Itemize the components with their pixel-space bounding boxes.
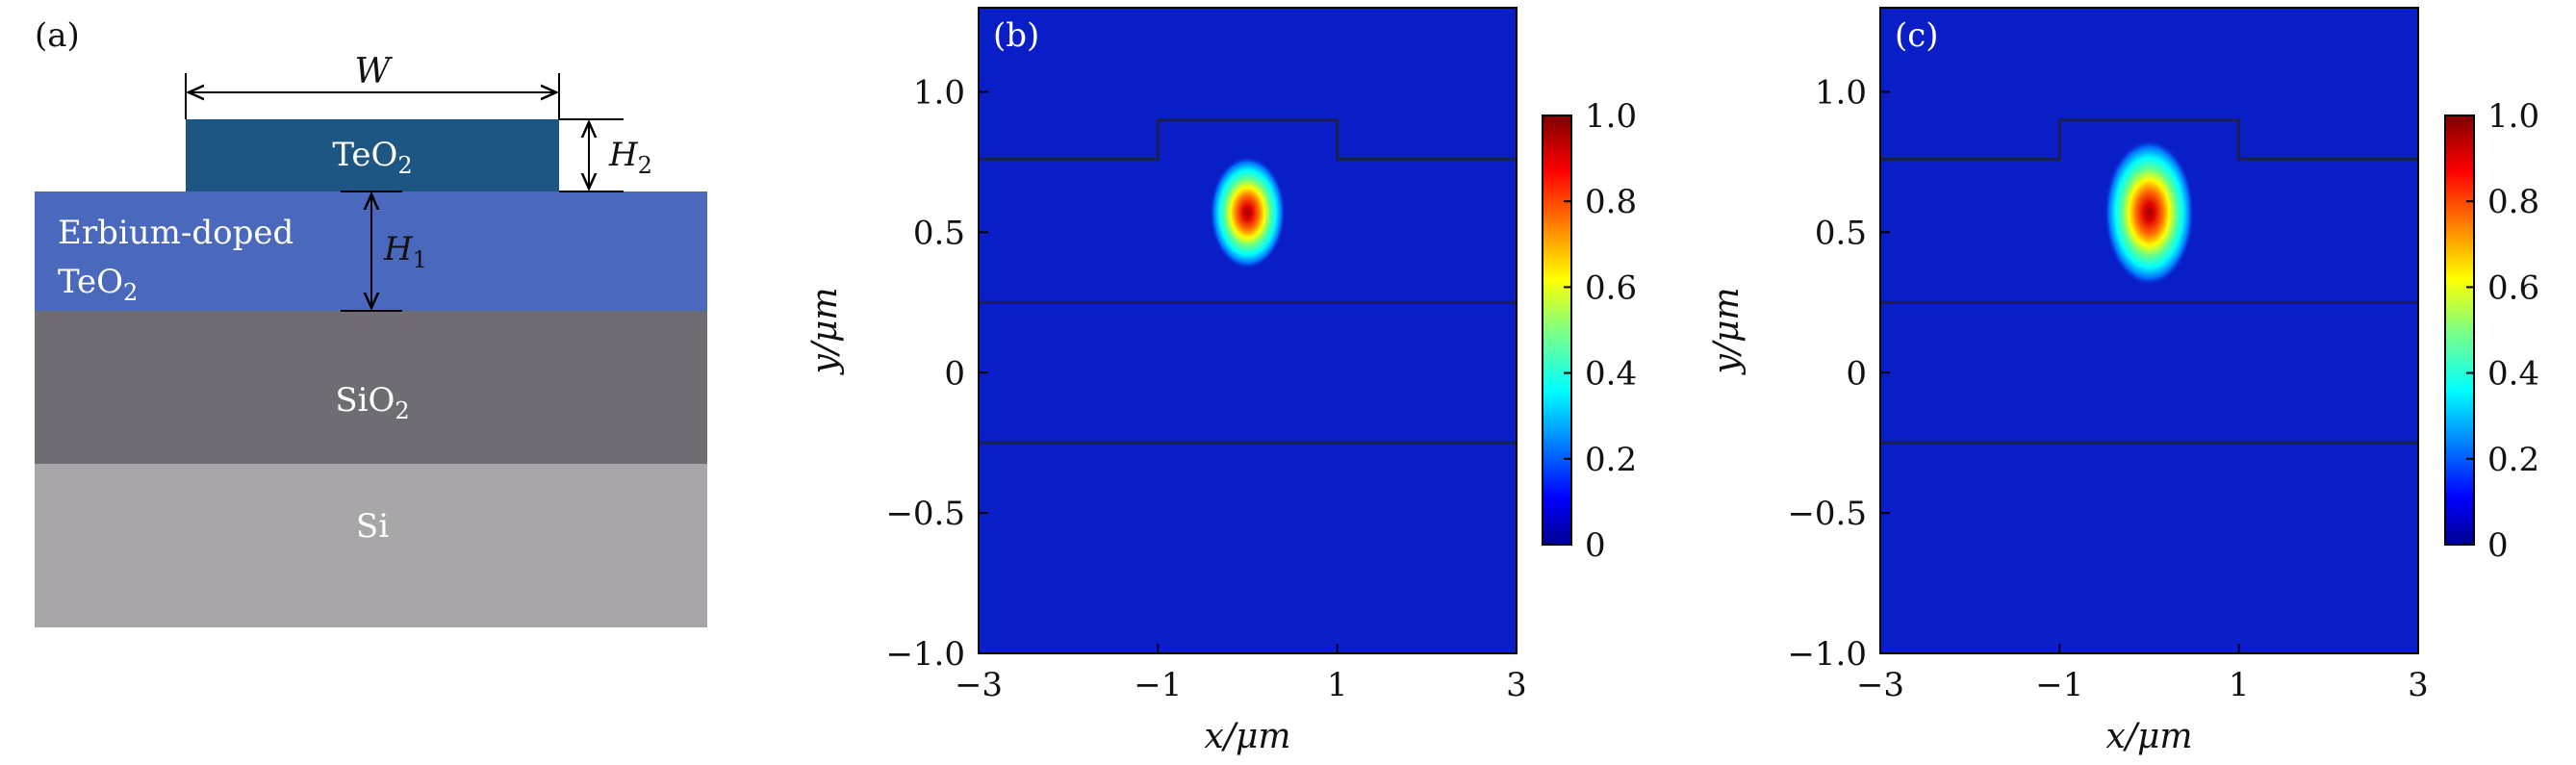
colorbar-tick-label: 0.2 <box>2487 441 2539 479</box>
colorbar-tick-label: 0.2 <box>1585 441 1637 479</box>
teo2-ridge-label: TeO2 <box>332 136 412 179</box>
y-tick-label: −0.5 <box>1787 495 1867 533</box>
colorbar <box>2444 115 2475 546</box>
h1-dim-label: H1 <box>383 230 427 273</box>
x-tick-label: 1 <box>2229 666 2250 704</box>
colorbar <box>1542 115 1572 546</box>
sio2-layer <box>35 311 707 464</box>
panel-b-mode-plot: (b) −3 −1 1 3 −1.0 −0.5 0 0.5 1.0 x/μm y/μm 0 0.2 0.4 0… <box>805 7 1637 756</box>
panel-tag: (c) <box>1895 16 1939 55</box>
si-layer <box>35 464 707 627</box>
colorbar-tick-label: 0.8 <box>2487 183 2539 221</box>
y-tick-label: 0 <box>944 354 965 393</box>
y-tick-label: −1.0 <box>1787 635 1867 674</box>
panel-tag: (b) <box>993 16 1039 55</box>
panel-a-schematic: (a) TeO2 Erbium-doped TeO2 SiO2 Si W H2 … <box>35 16 707 627</box>
x-tick-label: 1 <box>1327 666 1348 704</box>
y-tick-label: 1.0 <box>1815 74 1867 113</box>
panel-a-tag: (a) <box>35 16 80 55</box>
plot-frame <box>978 7 1518 654</box>
mode-intensity-profile <box>2104 140 2195 286</box>
x-tick-label: −3 <box>955 666 1003 704</box>
colorbar-tick-label: 0.8 <box>1585 183 1637 221</box>
colorbar-tick-label: 0.4 <box>2487 355 2539 394</box>
colorbar-tick-label: 0.6 <box>1585 268 1637 307</box>
colorbar-tick-label: 0 <box>2487 526 2509 565</box>
y-tick-label: 1.0 <box>913 74 965 113</box>
y-tick-label: 0.5 <box>1815 214 1867 252</box>
ridge-outline <box>979 118 1517 162</box>
erbium-doped-label: Erbium-doped <box>58 214 293 252</box>
colorbar-tick-label: 1.0 <box>1585 97 1637 136</box>
colorbar-tick-label: 1.0 <box>2487 97 2539 136</box>
si-label: Si <box>356 507 389 546</box>
y-axis-label: y/μm <box>1707 288 1747 376</box>
colorbar-tick-label: 0.4 <box>1585 355 1637 394</box>
w-dim-label: W <box>354 52 393 91</box>
heatmap-background <box>1880 8 2418 653</box>
ridge-outline <box>1880 118 2418 162</box>
erbium-doped-teo2-label: TeO2 <box>58 263 138 306</box>
x-axis-label: x/μm <box>2106 717 2193 756</box>
panel-c-mode-plot: (c) −3 −1 1 3 −1.0 −0.5 0 0.5 1.0 x/μm y/μm 0 0.2 0.4 0… <box>1707 7 2539 756</box>
plot-frame <box>1879 7 2419 654</box>
x-tick-label: −3 <box>1856 666 1904 704</box>
y-tick-label: 0 <box>1846 354 1867 393</box>
y-tick-label: −1.0 <box>885 635 965 674</box>
y-tick-label: −0.5 <box>885 495 965 533</box>
mode-intensity-profile <box>1210 156 1286 269</box>
y-axis-label: y/μm <box>805 288 845 376</box>
h2-dim-label: H2 <box>608 136 652 179</box>
x-tick-label: 3 <box>1506 666 1527 704</box>
x-tick-label: −1 <box>1134 666 1182 704</box>
heatmap-background <box>979 8 1517 653</box>
y-tick-label: 0.5 <box>913 214 965 252</box>
x-axis-label: x/μm <box>1205 717 1291 756</box>
x-tick-label: −1 <box>2035 666 2083 704</box>
colorbar-tick-label: 0 <box>1585 526 1606 565</box>
teo2-ridge <box>186 119 559 191</box>
colorbar-tick-label: 0.6 <box>2487 268 2539 307</box>
x-tick-label: 3 <box>2408 666 2429 704</box>
sio2-label: SiO2 <box>335 381 409 424</box>
